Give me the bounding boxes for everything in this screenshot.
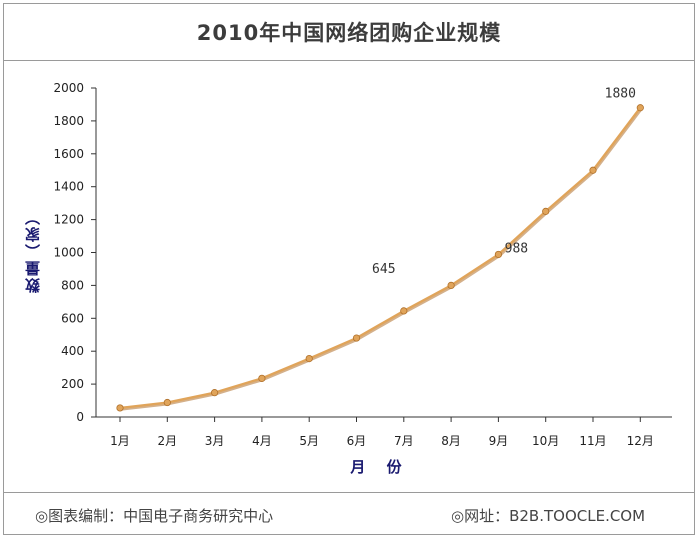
website-credit: ◎网址：B2B.TOOCLE.COM xyxy=(451,507,646,525)
y-tick-label: 1800 xyxy=(53,114,84,128)
data-point xyxy=(636,104,644,112)
chart-frame xyxy=(3,3,695,535)
series-line-shadow xyxy=(120,107,643,411)
data-point xyxy=(542,207,550,215)
y-tick-label: 2000 xyxy=(53,81,84,95)
x-tick-label: 2月 xyxy=(157,434,177,448)
y-tick-label: 600 xyxy=(61,311,84,325)
data-label: 645 xyxy=(372,262,395,277)
data-label: 988 xyxy=(505,241,528,256)
data-point xyxy=(400,307,408,315)
y-tick-label: 1600 xyxy=(53,147,84,161)
line-chart: 0 200 400 600 800 1000 1200 1400 1600 1800 2000 1月 2… xyxy=(53,81,672,448)
series-line xyxy=(119,107,642,410)
footer: ◎图表编制：中国电子商务研究中心 ◎网址：B2B.TOOCLE.COM xyxy=(3,492,695,535)
data-point xyxy=(352,334,361,342)
data-point xyxy=(258,374,266,382)
data-point xyxy=(494,250,502,259)
data-point xyxy=(116,404,124,412)
x-tick-label: 1月 xyxy=(110,434,130,448)
x-tick-label: 9月 xyxy=(489,434,509,448)
x-tick-label: 10月 xyxy=(532,434,559,448)
x-tick-label: 8月 xyxy=(441,434,461,448)
x-tick-label: 11月 xyxy=(579,434,606,448)
y-tick-label: 1400 xyxy=(53,180,84,194)
y-axis-title-wrap: 数量（家） xyxy=(20,200,44,300)
y-tick-label: 800 xyxy=(61,278,84,292)
x-tick-label: 6月 xyxy=(347,434,367,448)
x-tick-label: 12月 xyxy=(627,434,654,448)
source-credit: ◎图表编制：中国电子商务研究中心 xyxy=(35,507,274,525)
data-label: 1880 xyxy=(605,87,636,102)
data-point xyxy=(305,355,313,363)
data-point xyxy=(163,398,171,407)
x-tick-label: 3月 xyxy=(205,434,225,448)
data-point xyxy=(589,166,597,174)
title-bar: 2010年中国网络团购企业规模 xyxy=(3,3,695,61)
x-axis-title: 月 份 xyxy=(350,458,410,476)
x-tick-label: 7月 xyxy=(394,434,414,448)
y-tick-label: 200 xyxy=(61,377,84,391)
y-tick-label: 1000 xyxy=(53,246,84,260)
y-tick-label: 0 xyxy=(76,410,84,424)
y-axis-title: 数量（家） xyxy=(23,207,42,293)
x-tick-label: 4月 xyxy=(252,434,272,448)
data-point xyxy=(211,389,219,397)
chart-title: 2010年中国网络团购企业规模 xyxy=(196,20,502,45)
x-tick-label: 5月 xyxy=(299,434,319,448)
y-tick-label: 1200 xyxy=(53,213,84,227)
data-point xyxy=(447,281,455,289)
y-tick-label: 400 xyxy=(61,344,84,358)
